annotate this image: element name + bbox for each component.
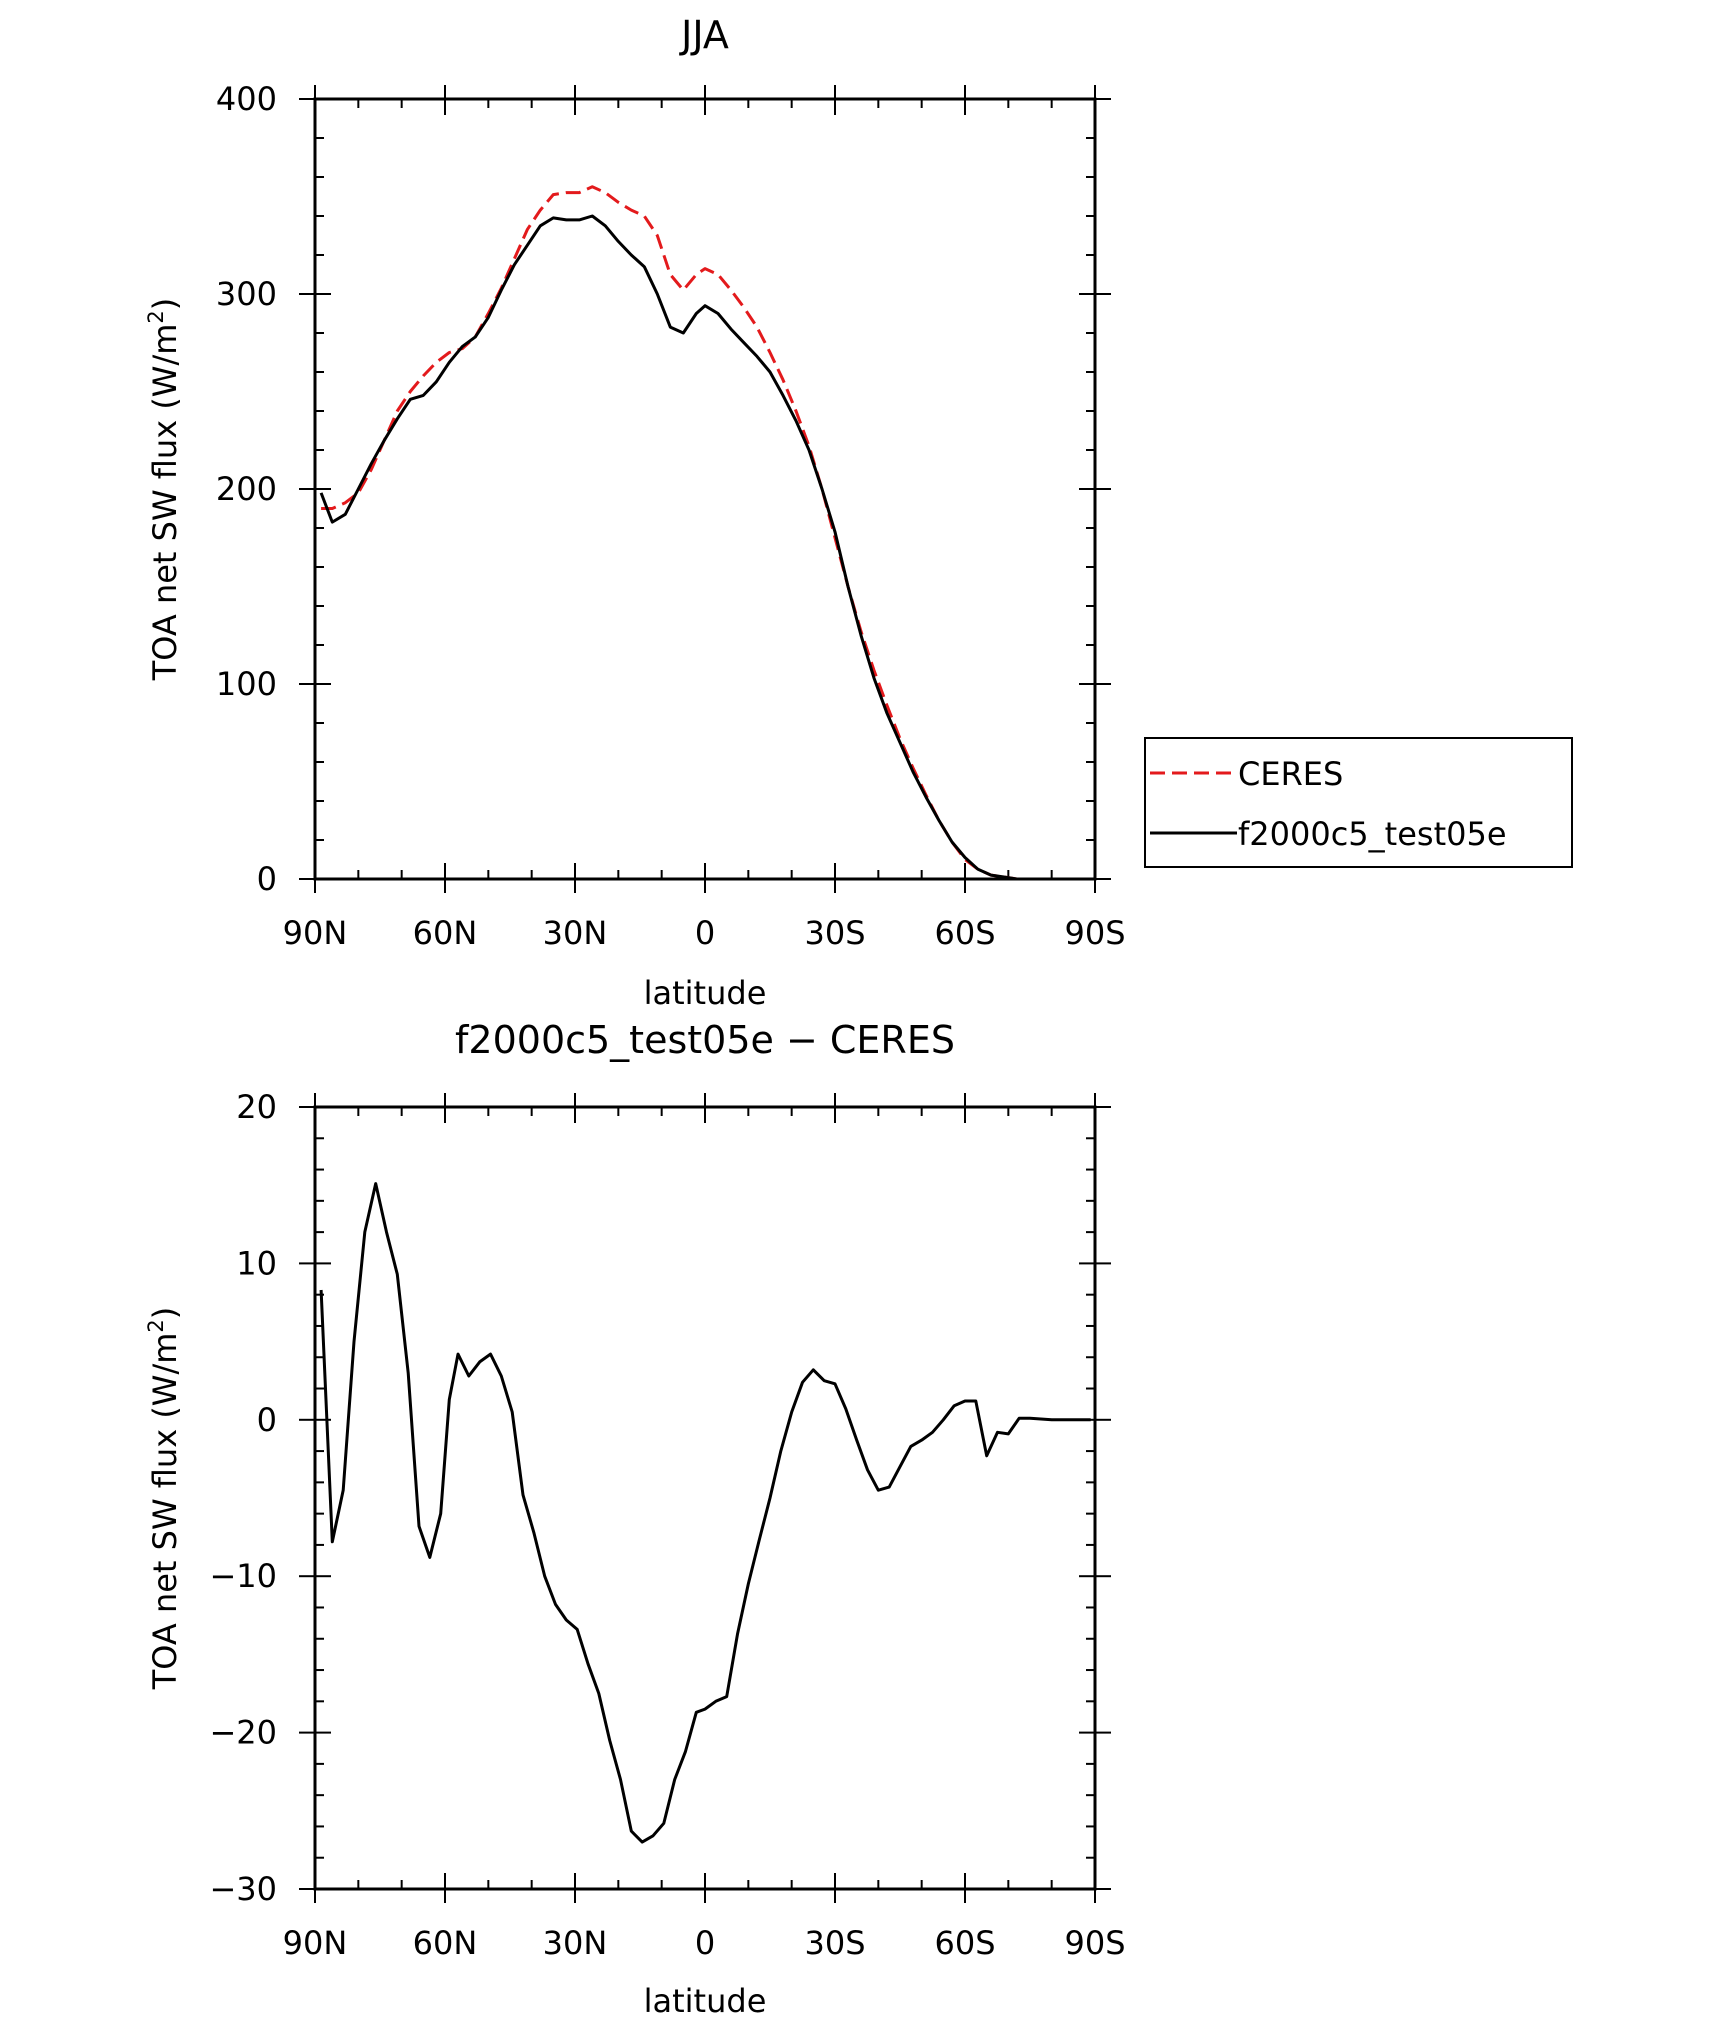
x-tick-label: 90S [1064, 914, 1125, 952]
x-tick-labels: 90N 60N 30N 0 30S 60S 90S [283, 1924, 1126, 1962]
y-axis-label-close: ) [146, 298, 184, 310]
y-tick-label: 10 [236, 1244, 277, 1282]
x-tick-label: 60S [934, 1924, 995, 1962]
series-line-difference [319, 1182, 1091, 1844]
y-tick-label: −20 [209, 1714, 277, 1752]
x-tick-label: 60N [413, 1924, 478, 1962]
x-tick-label: 30N [543, 1924, 608, 1962]
y-tick-label: 100 [216, 665, 277, 703]
x-tick-labels: 90N 60N 30N 0 30S 60S 90S [283, 914, 1126, 952]
y-axis-label-superscript: 2 [144, 310, 168, 323]
x-tick-label: 0 [695, 914, 715, 952]
y-axis-label-main: TOA net SW flux (W/m [146, 1333, 184, 1691]
legend-box [1144, 737, 1573, 868]
y-tick-label: 300 [216, 275, 277, 313]
bottom-chart-panel: f2000c5_test05e − CERES 90N 60N 30N 0 30S 60S… [144, 1018, 1126, 2020]
y-axis-label-close: ) [146, 1307, 184, 1319]
x-tick-label: 60N [413, 914, 478, 952]
y-axis-label: TOA net SW flux (W/m2) [144, 1307, 184, 1691]
series-layer [319, 185, 1091, 881]
legend-label-ceres: CERES [1238, 755, 1343, 793]
chart-title: f2000c5_test05e − CERES [455, 1018, 955, 1062]
y-axis-label-superscript: 2 [144, 1319, 168, 1332]
y-tick-labels: −30 −20 −10 0 10 20 [209, 1088, 277, 1908]
plot-frame [313, 1105, 1097, 1891]
series-line-f2000c5-test05e [319, 214, 1091, 881]
y-tick-label: 0 [257, 1401, 277, 1439]
x-tick-label: 90N [283, 1924, 348, 1962]
y-tick-label: 200 [216, 470, 277, 508]
y-tick-labels: 0 100 200 300 400 [216, 80, 277, 898]
y-tick-label: 20 [236, 1088, 277, 1126]
x-axis-label: latitude [644, 1982, 767, 2020]
top-chart-panel: JJA 90N 60N 30N 0 30S 60S 90S 0 100 200 300 400 la… [144, 13, 1573, 1012]
y-tick-label: −10 [209, 1557, 277, 1595]
tick-marks [299, 1093, 1111, 1903]
x-tick-label: 30S [804, 1924, 865, 1962]
x-tick-label: 60S [934, 914, 995, 952]
chart-title: JJA [679, 13, 729, 57]
series-layer [319, 1182, 1091, 1844]
legend-label-model: f2000c5_test05e [1238, 815, 1507, 853]
x-axis-label: latitude [644, 974, 767, 1012]
series-line-ceres [321, 185, 1091, 881]
x-tick-label: 90N [283, 914, 348, 952]
legend: CERES f2000c5_test05e [1144, 737, 1573, 868]
y-axis-label-main: TOA net SW flux (W/m [146, 324, 184, 682]
x-tick-label: 30N [543, 914, 608, 952]
x-tick-label: 30S [804, 914, 865, 952]
plot-frame [313, 97, 1097, 881]
y-tick-label: 400 [216, 80, 277, 118]
y-tick-label: −30 [209, 1870, 277, 1908]
y-axis-label: TOA net SW flux (W/m2) [144, 298, 184, 682]
y-tick-label: 0 [257, 860, 277, 898]
x-tick-label: 0 [695, 1924, 715, 1962]
tick-marks [299, 85, 1111, 893]
x-tick-label: 90S [1064, 1924, 1125, 1962]
